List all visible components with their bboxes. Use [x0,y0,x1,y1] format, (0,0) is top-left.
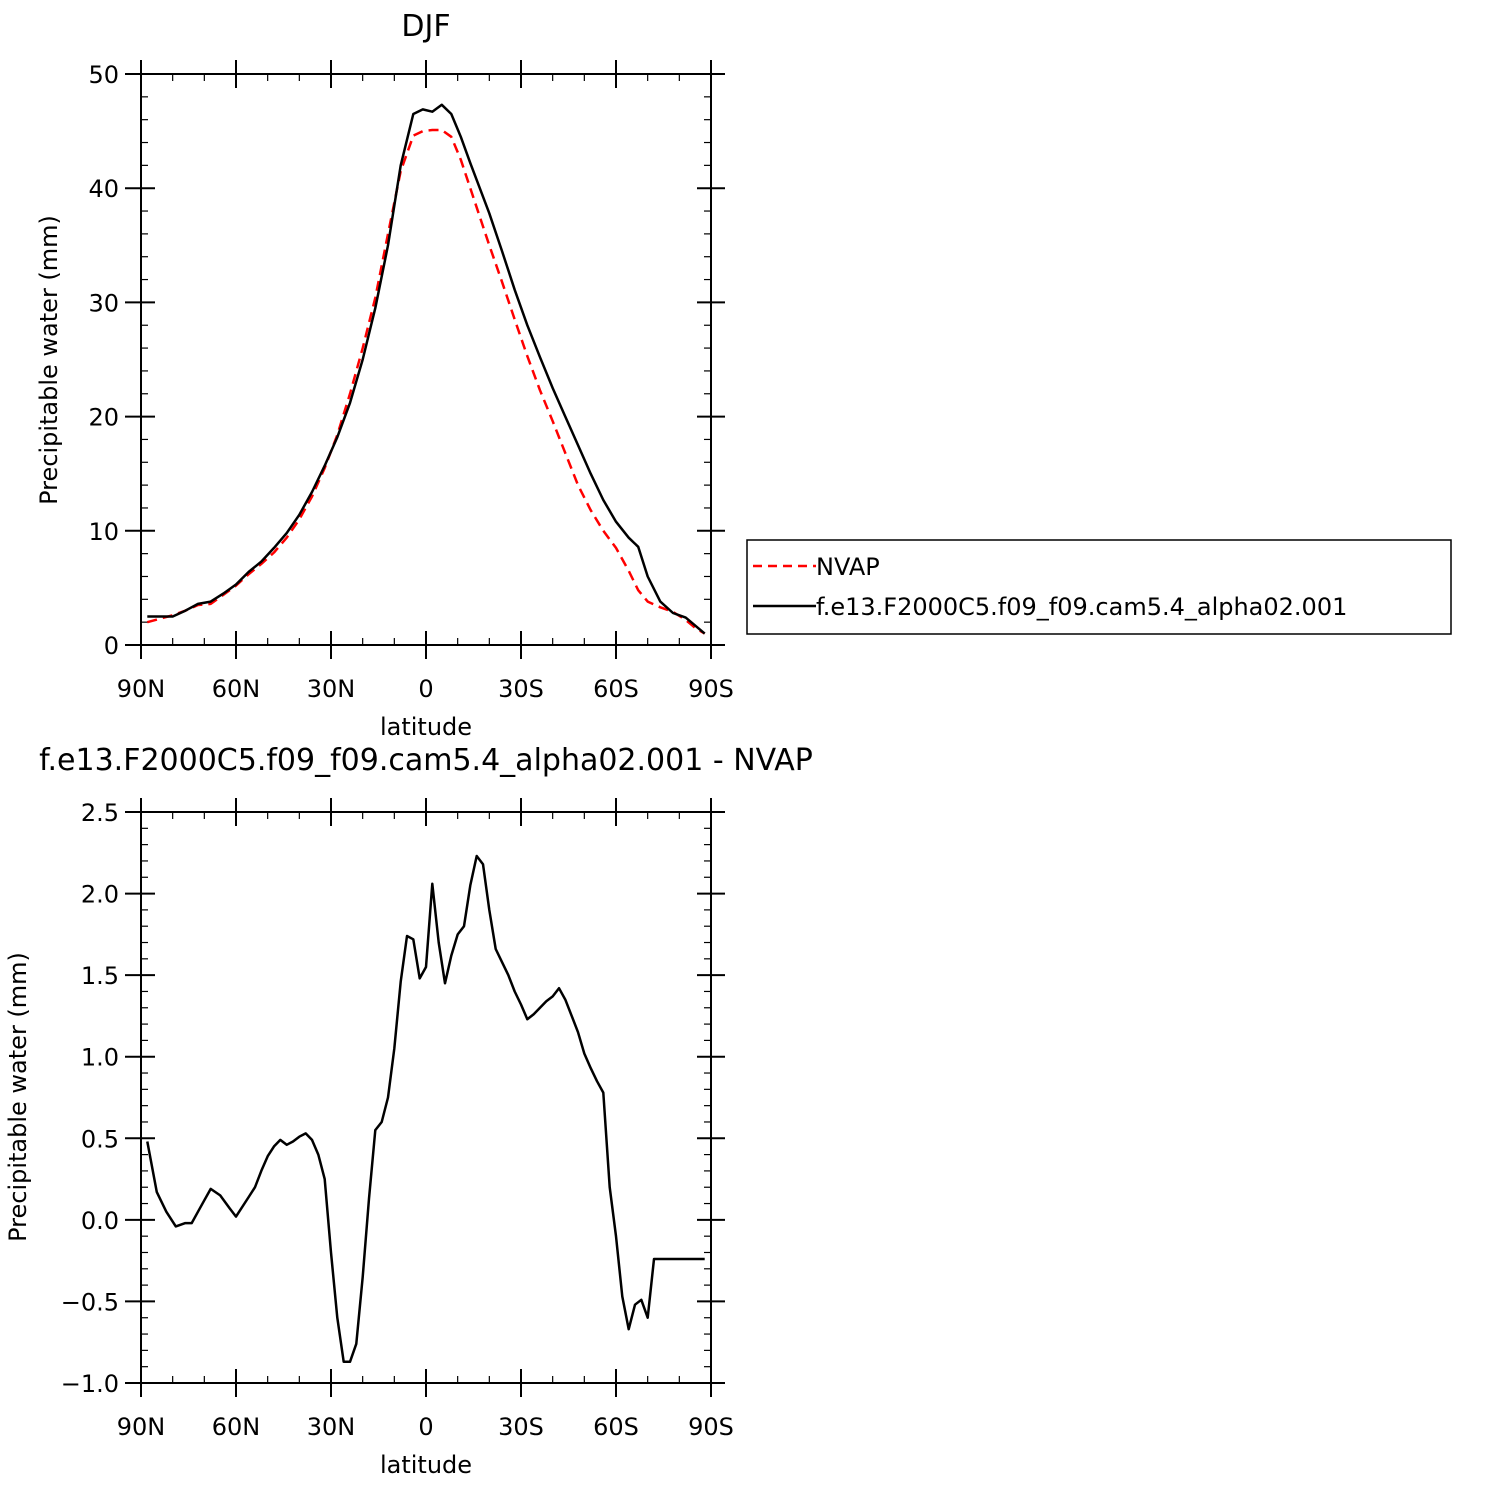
top-y-tick-label: 50 [88,61,119,89]
bottom-series-line-0 [146,854,705,1364]
bottom-y-tick-label: −0.5 [61,1288,119,1316]
top-x-tick-labels: 90N 60N 30N 0 30S 60S 90S [117,675,734,703]
top-x-tick-label: 90N [117,675,166,703]
top-x-tick-label: 60N [212,675,261,703]
top-y-axis-title: Precipitable water (mm) [35,215,63,505]
bottom-x-tick-labels: 90N 60N 30N 0 30S 60S 90S [117,1413,734,1441]
top-plot-frame [140,73,712,646]
top-series-line-0 [146,128,706,635]
bottom-x-axis-title: latitude [380,1451,472,1479]
bottom-y-tick-label: 0.0 [81,1207,119,1235]
legend-label-model: f.e13.F2000C5.f09_f09.cam5.4_alpha02.001 [816,593,1347,621]
bottom-x-tick-label: 0 [418,1413,433,1441]
bottom-y-tick-label: 1.5 [81,962,119,990]
top-panel-title: DJF [401,9,450,44]
bottom-x-tick-label: 90S [688,1413,734,1441]
bottom-y-tick-label: −1.0 [61,1370,119,1398]
bottom-y-tick-label: 2.5 [81,799,119,827]
top-y-tick-labels: 0 10 20 30 40 50 [88,61,119,660]
top-x-tick-label: 30S [498,675,544,703]
legend: NVAP f.e13.F2000C5.f09_f09.cam5.4_alpha0… [746,539,1452,635]
legend-frame [746,539,1452,635]
bottom-x-tick-label: 60N [212,1413,261,1441]
bottom-y-axis-title: Precipitable water (mm) [4,952,32,1242]
bottom-x-tick-label: 30S [498,1413,544,1441]
bottom-panel: f.e13.F2000C5.f09_f09.cam5.4_alpha02.001… [4,743,813,1479]
top-series-line-1 [147,103,706,635]
top-x-tick-label: 0 [418,675,433,703]
top-y-tick-label: 0 [104,632,119,660]
bottom-y-tick-label: 2.0 [81,881,119,909]
top-panel: DJF 0 10 20 30 40 50 90N 60N 30N 0 30S 60S 90S lati… [35,9,734,741]
bottom-x-tick-label: 90N [117,1413,166,1441]
bottom-panel-title: f.e13.F2000C5.f09_f09.cam5.4_alpha02.001… [39,743,813,778]
legend-label-nvap: NVAP [816,553,880,581]
bottom-ticks [125,798,725,1397]
top-y-tick-label: 10 [88,518,119,546]
top-y-tick-label: 40 [88,175,119,203]
top-x-tick-label: 60S [593,675,639,703]
top-x-axis-title: latitude [380,713,472,741]
top-ticks [125,60,725,659]
bottom-y-tick-label: 1.0 [81,1044,119,1072]
top-y-tick-label: 20 [88,404,119,432]
bottom-series [146,854,705,1364]
top-x-tick-label: 30N [307,675,356,703]
bottom-y-tick-label: 0.5 [81,1125,119,1153]
top-y-tick-label: 30 [88,289,119,317]
top-x-tick-label: 90S [688,675,734,703]
bottom-x-tick-label: 30N [307,1413,356,1441]
bottom-x-tick-label: 60S [593,1413,639,1441]
bottom-y-tick-labels: −1.0 −0.5 0.0 0.5 1.0 1.5 2.0 2.5 [61,799,119,1398]
bottom-plot-frame [140,811,712,1384]
top-series [146,103,706,635]
